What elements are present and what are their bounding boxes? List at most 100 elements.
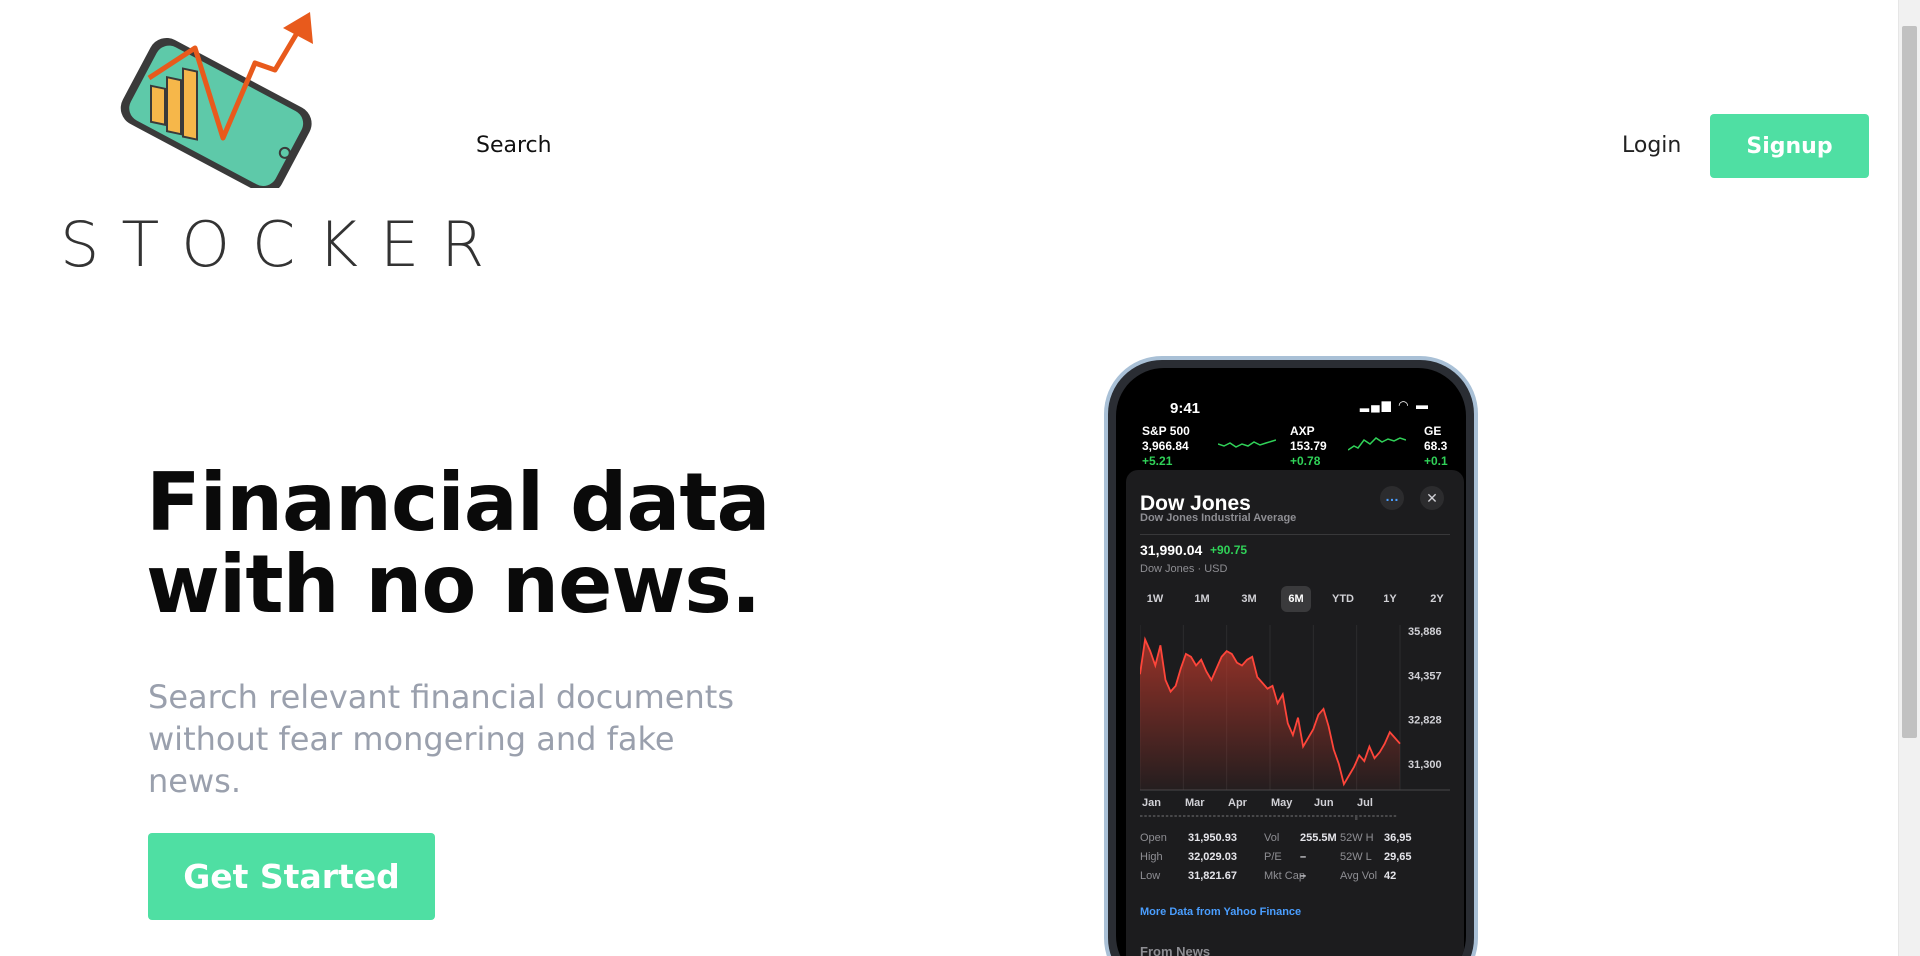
chart-volume-bar: [1178, 815, 1182, 817]
range-tab[interactable]: YTD: [1332, 593, 1354, 605]
chart-volume-bar: [1204, 815, 1207, 817]
ticker-change: +0.1: [1424, 454, 1448, 468]
chart-volume-bar: [1389, 815, 1392, 817]
chart-area: [1140, 639, 1400, 790]
chart-volume-bar: [1393, 815, 1397, 817]
stock-detail-card: Dow Jones Dow Jones Industrial Average ……: [1126, 470, 1464, 956]
stat-value: 42: [1384, 870, 1397, 882]
chart-volume-bar: [1148, 815, 1152, 817]
ticker-symbol: S&P 500: [1142, 424, 1190, 438]
signal-icon: ▂▄▆: [1359, 398, 1393, 412]
hero-title: Financial data with no news.: [146, 462, 846, 626]
signup-button[interactable]: Signup: [1710, 114, 1869, 178]
chart-volume-bar: [1294, 815, 1298, 817]
chart-volume-bar: [1195, 815, 1199, 817]
nav-search-link[interactable]: Search: [476, 133, 552, 158]
chart-y-tick-label: 35,886: [1408, 626, 1442, 638]
ticker-change: +0.78: [1290, 454, 1321, 468]
stats-row: Open 31,950.93 Vol 255.5M 52W H 36,95: [1140, 832, 1466, 851]
chart-volume-bar: [1157, 815, 1160, 817]
chart-x-tick-label: Apr: [1228, 797, 1248, 809]
phone-mockup: 9:41 ▂▄▆ ◠ ▬ S&P 500 3,966.84 +5.21 AXP …: [1104, 356, 1478, 956]
ticker-sparkline-sp500: [1218, 439, 1276, 448]
nav-login-link[interactable]: Login: [1622, 133, 1682, 158]
more-options-icon[interactable]: …: [1380, 486, 1404, 510]
hero-title-line-1: Financial data: [146, 456, 771, 549]
chart-volume-bar: [1256, 815, 1259, 817]
stat-value: 32,029.03: [1188, 851, 1237, 863]
scrollbar-thumb[interactable]: [1902, 26, 1917, 738]
chart-volume-bar: [1243, 815, 1246, 817]
range-tab[interactable]: 1W: [1146, 593, 1164, 605]
card-subtitle: Dow Jones Industrial Average: [1140, 512, 1297, 524]
chart-volume-bar: [1380, 815, 1384, 817]
brand-logo[interactable]: STOCKER: [60, 8, 507, 288]
chart-volume-bar: [1170, 815, 1173, 817]
stat-value: –: [1300, 851, 1307, 863]
ticker-axp: AXP 153.79 +0.78: [1290, 424, 1327, 469]
chart-volume-bar: [1312, 815, 1315, 817]
chart-volume-bar: [1372, 815, 1375, 817]
chart-volume-bar: [1260, 815, 1263, 817]
ticker-price: 3,966.84: [1142, 439, 1189, 453]
card-price: 31,990.04: [1140, 542, 1203, 558]
range-tab[interactable]: 3M: [1241, 593, 1257, 605]
yahoo-finance-link[interactable]: More Data from Yahoo Finance: [1140, 906, 1302, 918]
stat-value: 31,821.67: [1188, 870, 1237, 882]
stat-label: 52W H: [1340, 832, 1374, 844]
stats-row: High 32,029.03 P/E – 52W L 29,65: [1140, 851, 1466, 870]
chart-volume-bar: [1359, 815, 1362, 817]
ticker-price: 68.3: [1424, 439, 1448, 453]
chart-volume-bar: [1303, 815, 1306, 817]
ticker-sparkline-axp: [1348, 437, 1406, 451]
chart-x-tick-label: Mar: [1185, 797, 1205, 809]
brand-wordmark: STOCKER: [60, 208, 507, 281]
chart-volume-bar: [1140, 815, 1143, 817]
card-title: Dow Jones: [1140, 492, 1251, 515]
hero-title-line-2: with no news.: [146, 538, 761, 631]
dow-chart: 35,886 34,357 32,828 31,300 Jan Mar Apr May Jun J…: [1140, 625, 1450, 820]
chart-volume-bar: [1174, 815, 1177, 817]
range-tab[interactable]: 2Y: [1430, 593, 1444, 605]
phone-bezel: 9:41 ▂▄▆ ◠ ▬ S&P 500 3,966.84 +5.21 AXP …: [1108, 360, 1474, 956]
ticker-change: +5.21: [1142, 454, 1173, 468]
stock-phone-logo-icon: [120, 12, 313, 188]
chart-y-tick-label: 34,357: [1408, 670, 1442, 682]
stat-value: 36,95: [1384, 832, 1412, 844]
hero-subtitle: Search relevant financial documents with…: [148, 678, 734, 800]
chart-volume-bar: [1226, 815, 1229, 817]
chart-volume-bar: [1363, 815, 1367, 817]
close-icon[interactable]: ✕: [1420, 486, 1444, 510]
chart-volume-bar: [1355, 815, 1358, 820]
card-divider: [1140, 534, 1450, 535]
status-time: 9:41: [1170, 400, 1201, 417]
chart-volume-bar: [1333, 815, 1336, 817]
card-change: +90.75: [1210, 543, 1248, 557]
chart-volume-bar: [1307, 815, 1311, 817]
chart-volume-bar: [1251, 815, 1255, 817]
chart-volume-bar: [1277, 815, 1281, 817]
ticker-symbol: GE: [1424, 424, 1442, 438]
chart-volume-bar: [1324, 815, 1328, 817]
stat-label: Avg Vol: [1340, 870, 1378, 882]
stat-value: 31,950.93: [1188, 832, 1237, 844]
chart-volume-bar: [1281, 815, 1285, 817]
range-selector: 1W 1M 3M 6M YTD 1Y 2Y: [1140, 586, 1452, 612]
range-tab[interactable]: 1M: [1194, 593, 1210, 605]
range-tab-active[interactable]: 6M: [1281, 586, 1311, 612]
chart-x-tick-label: Jun: [1314, 797, 1334, 809]
get-started-button[interactable]: Get Started: [148, 833, 435, 920]
ticker-sp500: S&P 500 3,966.84 +5.21: [1142, 424, 1190, 469]
page-scrollbar[interactable]: [1898, 0, 1920, 956]
chart-y-tick-label: 31,300: [1408, 759, 1442, 771]
stats-table: Open 31,950.93 Vol 255.5M 52W H 36,95 High 32,0…: [1140, 832, 1466, 889]
chart-volume-bar: [1346, 815, 1349, 817]
status-icons: ▂▄▆ ◠ ▬: [1360, 398, 1430, 412]
stats-row: Low 31,821.67 Mkt Cap – Avg Vol 42: [1140, 870, 1466, 889]
phone-screen: 9:41 ▂▄▆ ◠ ▬ S&P 500 3,966.84 +5.21 AXP …: [1116, 368, 1466, 956]
range-tab[interactable]: 1Y: [1383, 593, 1397, 605]
chart-volume-bar: [1165, 815, 1169, 817]
chart-volume-bar: [1367, 815, 1371, 817]
chart-volume-bar: [1187, 815, 1190, 817]
chart-volume-bar: [1234, 815, 1238, 817]
